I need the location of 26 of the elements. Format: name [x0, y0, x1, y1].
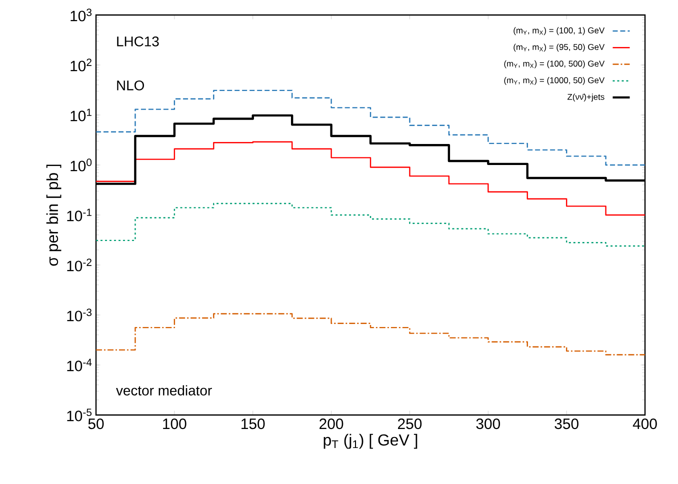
y-tick-label: 10$^{3}$: [70, 8, 92, 22]
legend-label: (m$_{Y}$, m$_{X}$) = (100, 500) GeV: [504, 60, 605, 68]
x-tick-label: 250: [398, 418, 422, 430]
x-tick-label: 400: [632, 418, 657, 430]
x-axis-title: p$_{T}$ (j$_{1}$) [ GeV ]: [324, 434, 418, 449]
y-tick-label: 10$^{0}$: [70, 158, 92, 172]
y-tick-label: 10$^{2}$: [70, 58, 92, 72]
y-axis-title: σ per bin [ pb ]: [46, 164, 62, 266]
x-tick-label: 350: [554, 418, 578, 430]
legend-label: Z(νν̄)+jets: [567, 94, 604, 102]
legend-label: (m$_{Y}$, m$_{X}$) = (95, 50) GeV: [514, 44, 605, 52]
annotation: NLO: [117, 80, 144, 90]
y-tick-label: 10$^{-2}$: [67, 258, 92, 272]
x-tick-label: 200: [320, 418, 344, 430]
legend-label: (m$_{Y}$, m$_{X}$) = (100, 1) GeV: [514, 27, 605, 36]
y-tick-label: 10$^{-4}$: [67, 358, 92, 372]
x-tick-label: 300: [476, 418, 500, 430]
y-tick-label: 10$^{-3}$: [67, 308, 92, 322]
x-tick-label: 50: [88, 418, 104, 430]
annotation: vector mediator: [116, 385, 212, 396]
y-tick-label: 10$^{1}$: [70, 108, 92, 122]
y-tick-label: 10$^{-1}$: [67, 208, 92, 222]
legend-label: (m$_{Y}$, m$_{X}$) = (1000, 50) GeV: [504, 77, 605, 85]
x-tick-label: 150: [242, 418, 265, 430]
annotation: LHC13: [117, 36, 159, 46]
x-tick-label: 100: [163, 418, 186, 430]
